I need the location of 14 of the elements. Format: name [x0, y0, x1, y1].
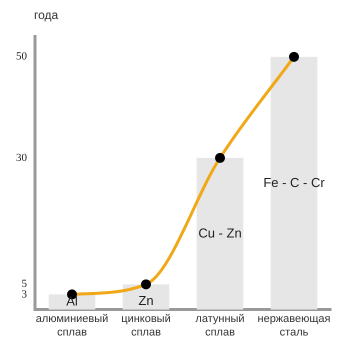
annotation: Fe - C - Cr — [263, 174, 326, 190]
x-tick-label: цинковый сплав — [121, 313, 171, 338]
bar — [196, 158, 244, 310]
annotation: Cu - Zn — [198, 225, 242, 240]
x-tick-label: нержавеющая сталь — [258, 313, 331, 338]
y-tick-label: 30 — [16, 152, 28, 164]
y-axis-title: года — [33, 8, 60, 22]
x-tick-label: алюминиевый сплав — [36, 313, 108, 338]
y-tick-label: 5 — [22, 278, 28, 290]
x-tick-label: латунный сплав — [195, 313, 245, 338]
y-tick-label: 50 — [16, 50, 28, 63]
y-tick-label: 3 — [22, 288, 28, 300]
annotation: Al — [66, 294, 78, 309]
annotation: Zn — [138, 293, 154, 308]
